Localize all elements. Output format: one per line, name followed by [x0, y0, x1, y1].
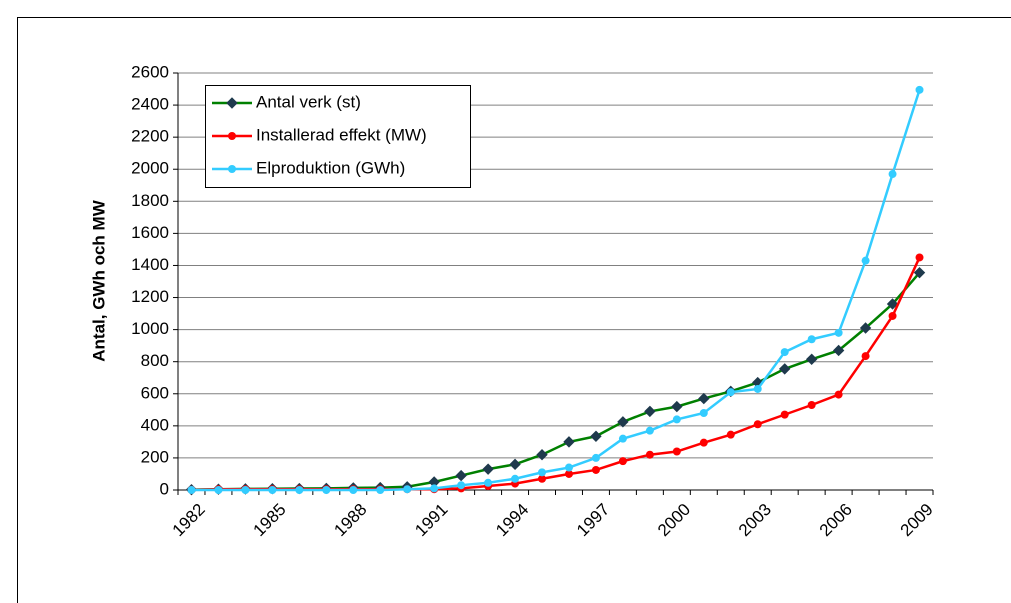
marker: [618, 434, 627, 443]
marker: [672, 415, 681, 424]
marker: [644, 405, 656, 418]
y-tick-label: 1600: [131, 223, 169, 242]
y-tick-label: 0: [160, 479, 169, 498]
marker: [538, 474, 547, 483]
y-tick-label: 1400: [131, 255, 169, 274]
x-tick-label: 1997: [573, 500, 613, 540]
marker: [780, 410, 789, 419]
y-tick-label: 2400: [131, 95, 169, 114]
marker: [430, 484, 439, 493]
x-tick-label: 1982: [169, 500, 209, 540]
marker: [645, 450, 654, 459]
y-tick-label: 200: [141, 447, 169, 466]
marker: [645, 426, 654, 435]
y-axis-label: Antal, GWh och MW: [89, 199, 108, 361]
marker: [834, 390, 843, 399]
marker: [618, 457, 627, 466]
x-tick-label: 2003: [735, 500, 775, 540]
marker: [403, 485, 412, 494]
x-tick-label: 1991: [411, 500, 451, 540]
legend-label: Antal verk (st): [256, 92, 361, 111]
y-tick-label: 1200: [131, 287, 169, 306]
marker: [780, 348, 789, 357]
x-tick-label: 1994: [492, 500, 532, 540]
marker: [322, 486, 331, 494]
marker: [617, 416, 629, 428]
y-tick-label: 1800: [131, 191, 169, 210]
marker: [295, 486, 304, 494]
marker: [511, 474, 520, 483]
y-tick-label: 2600: [131, 62, 169, 81]
marker: [888, 311, 897, 320]
marker: [807, 400, 816, 409]
marker: [832, 344, 845, 357]
series-line: [191, 256, 921, 492]
marker: [455, 469, 467, 482]
y-tick-label: 2200: [131, 127, 169, 146]
marker: [886, 298, 899, 310]
marker: [698, 392, 710, 405]
marker: [861, 352, 870, 361]
y-tick-label: 600: [141, 383, 169, 402]
series-line: [191, 271, 921, 491]
marker: [726, 430, 735, 439]
marker: [915, 253, 924, 262]
marker: [834, 328, 843, 337]
legend-label: Elproduktion (GWh): [256, 158, 405, 177]
marker: [590, 430, 602, 442]
marker: [888, 170, 897, 179]
marker: [349, 486, 358, 494]
marker: [699, 438, 708, 447]
marker: [671, 400, 683, 413]
marker: [591, 453, 600, 462]
marker: [753, 420, 762, 429]
marker: [726, 388, 735, 397]
marker: [228, 132, 236, 140]
marker: [699, 409, 708, 418]
marker: [861, 256, 870, 265]
y-tick-label: 400: [141, 415, 169, 434]
marker: [672, 447, 681, 456]
x-tick-label: 1988: [330, 500, 370, 540]
marker: [241, 486, 250, 494]
x-tick-label: 2000: [654, 500, 694, 540]
y-tick-label: 2000: [131, 159, 169, 178]
legend: Antal verk (st) Installerad effekt (MW) El…: [205, 85, 471, 188]
marker: [226, 97, 238, 109]
marker: [482, 463, 494, 475]
series-line: [191, 89, 921, 492]
marker: [753, 384, 762, 393]
marker: [509, 458, 521, 471]
marker: [564, 463, 573, 472]
marker: [807, 335, 816, 344]
marker: [913, 266, 926, 279]
marker: [564, 469, 573, 478]
marker: [187, 486, 196, 494]
marker: [457, 481, 466, 490]
marker: [376, 486, 385, 494]
marker: [538, 468, 547, 477]
marker: [563, 436, 575, 448]
marker: [591, 465, 600, 474]
y-tick-label: 1000: [131, 319, 169, 338]
marker: [228, 165, 236, 173]
marker: [778, 363, 791, 375]
y-tick-label: 800: [141, 351, 169, 370]
marker: [214, 486, 223, 494]
x-tick-label: 1985: [250, 500, 290, 540]
x-tick-label: 2006: [816, 500, 856, 540]
marker: [859, 322, 872, 334]
x-tick-label: 2009: [897, 500, 937, 540]
marker: [268, 486, 277, 494]
marker: [915, 85, 924, 94]
marker: [484, 478, 493, 487]
marker: [536, 449, 548, 461]
marker: [805, 353, 818, 365]
legend-label: Installerad effekt (MW): [256, 125, 427, 144]
